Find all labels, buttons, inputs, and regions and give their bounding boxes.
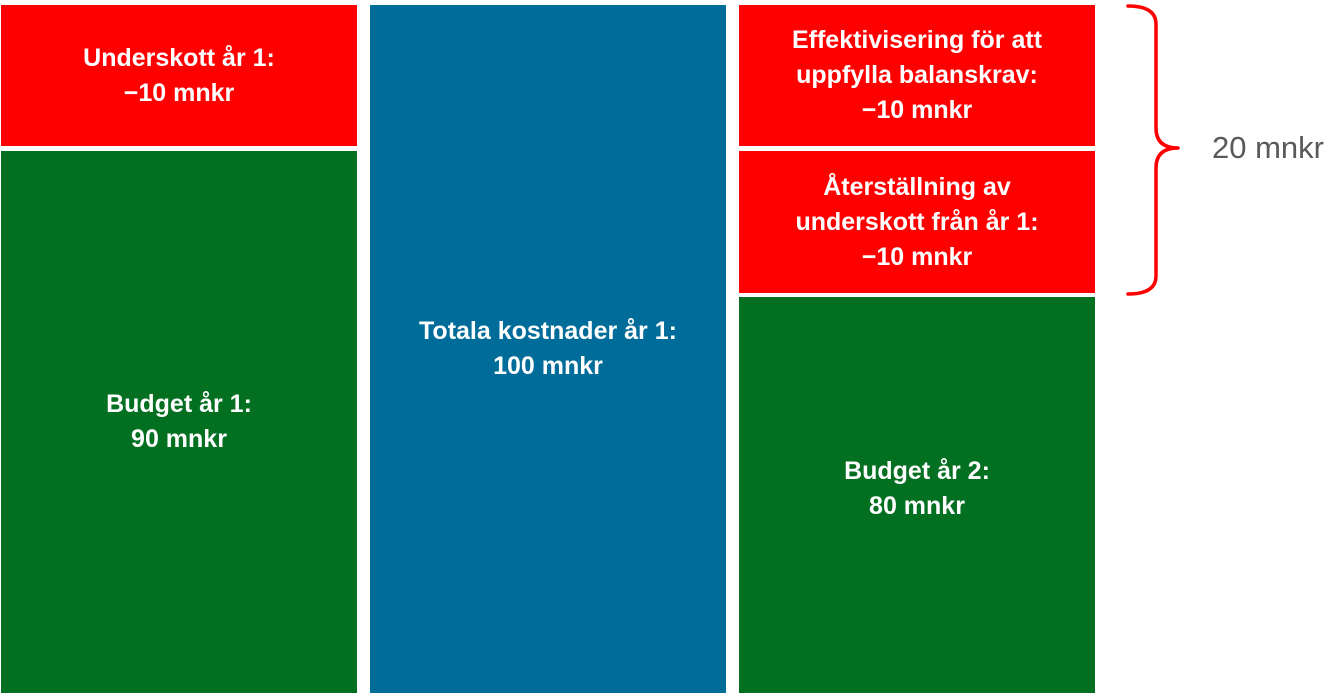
budget-year2-label: Budget år 2: 80 mnkr [844, 457, 990, 520]
restoration-label: Återställning av underskott från år 1: −… [795, 172, 1039, 271]
restoration-block: Återställning av underskott från år 1: −… [739, 151, 1095, 293]
budget-year1-block: Budget år 1: 90 mnkr [1, 151, 357, 693]
curly-brace-icon [1126, 4, 1180, 296]
efficiency-block: Effektivisering för att uppfylla balansk… [739, 5, 1095, 146]
deficit-year1-label: Underskott år 1: −10 mnkr [83, 43, 275, 107]
total-costs-label: Totala kostnader år 1: 100 mnkr [419, 317, 677, 380]
deficit-year1-block: Underskott år 1: −10 mnkr [1, 5, 357, 146]
brace-total-label: 20 mnkr [1212, 130, 1324, 165]
budget-year1-label: Budget år 1: 90 mnkr [106, 390, 252, 453]
brace-path [1126, 4, 1180, 296]
efficiency-label: Effektivisering för att uppfylla balansk… [791, 26, 1043, 124]
total-costs-block: Totala kostnader år 1: 100 mnkr [370, 5, 726, 693]
budget-year2-block: Budget år 2: 80 mnkr [739, 297, 1095, 693]
